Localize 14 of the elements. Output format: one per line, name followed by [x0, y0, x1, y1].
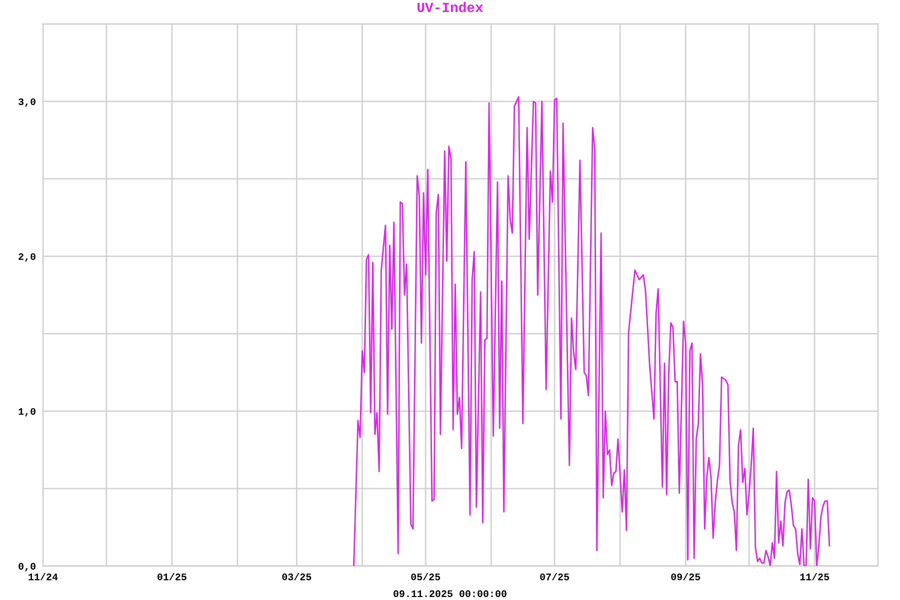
- x-tick-label: 11/24: [28, 572, 58, 580]
- x-tick-label: 01/25: [158, 572, 186, 580]
- text: 09.11.2025 00:00:00: [394, 590, 506, 598]
- y-tick-label: 2,0: [18, 253, 36, 262]
- x-tick-label: 03/25: [282, 572, 312, 580]
- chart-title: UV-Index: [418, 2, 483, 12]
- x-tick-label: 05/25: [411, 572, 440, 580]
- line-series: [353, 96, 830, 566]
- y-tick-label: 1,0: [18, 408, 36, 417]
- x-tick-label: 07/25: [540, 572, 570, 580]
- x-tick-label: 09/25: [671, 572, 700, 580]
- x-tick-label: 11/25: [800, 572, 830, 580]
- y-tick-label: 0,0: [18, 562, 36, 572]
- y-tick-label: 3,0: [18, 98, 36, 107]
